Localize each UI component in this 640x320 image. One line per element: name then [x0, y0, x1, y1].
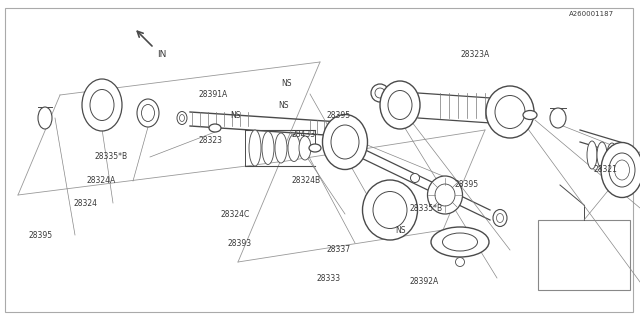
Ellipse shape: [309, 144, 321, 152]
Ellipse shape: [331, 125, 359, 159]
Ellipse shape: [428, 176, 463, 214]
Ellipse shape: [486, 86, 534, 138]
Ellipse shape: [456, 258, 465, 267]
Text: 28324B: 28324B: [291, 176, 321, 185]
Ellipse shape: [388, 91, 412, 119]
Text: 28324C: 28324C: [221, 210, 250, 219]
Ellipse shape: [431, 227, 489, 257]
Ellipse shape: [288, 134, 300, 162]
Text: 28337: 28337: [326, 245, 351, 254]
Ellipse shape: [495, 95, 525, 129]
Text: 28324: 28324: [74, 199, 98, 208]
Ellipse shape: [249, 130, 261, 166]
Text: 28392A: 28392A: [410, 277, 439, 286]
Text: 28335*B: 28335*B: [410, 204, 443, 212]
Text: 28324A: 28324A: [86, 176, 116, 185]
Ellipse shape: [177, 111, 187, 124]
Ellipse shape: [597, 142, 607, 168]
Ellipse shape: [435, 184, 455, 206]
Ellipse shape: [373, 191, 407, 228]
Ellipse shape: [209, 124, 221, 132]
Text: 28323A: 28323A: [461, 50, 490, 59]
Ellipse shape: [410, 173, 419, 182]
Ellipse shape: [609, 153, 635, 187]
Ellipse shape: [607, 143, 617, 167]
Ellipse shape: [614, 160, 630, 180]
Ellipse shape: [587, 141, 597, 169]
Ellipse shape: [493, 210, 507, 227]
Text: A260001187: A260001187: [569, 12, 614, 17]
Ellipse shape: [362, 180, 417, 240]
Text: 28393: 28393: [227, 239, 252, 248]
Ellipse shape: [523, 110, 537, 119]
Ellipse shape: [179, 115, 184, 122]
Ellipse shape: [497, 213, 504, 222]
Ellipse shape: [137, 99, 159, 127]
Ellipse shape: [375, 88, 385, 98]
Text: 28323: 28323: [198, 136, 223, 145]
Ellipse shape: [82, 79, 122, 131]
Ellipse shape: [38, 107, 52, 129]
Text: NS: NS: [282, 79, 292, 88]
Ellipse shape: [601, 142, 640, 197]
Text: 28335*B: 28335*B: [95, 152, 128, 161]
Text: 28395: 28395: [454, 180, 479, 188]
Ellipse shape: [371, 84, 389, 102]
Ellipse shape: [299, 136, 311, 160]
Ellipse shape: [262, 132, 274, 164]
Bar: [538, 220, 630, 290]
Text: IN: IN: [157, 50, 166, 59]
Text: 28395: 28395: [326, 111, 351, 120]
Text: 28433: 28433: [291, 130, 316, 139]
Text: 28321: 28321: [594, 165, 618, 174]
Ellipse shape: [90, 90, 114, 121]
Ellipse shape: [380, 81, 420, 129]
Ellipse shape: [550, 108, 566, 128]
Ellipse shape: [323, 115, 367, 170]
Text: NS: NS: [230, 111, 241, 120]
Text: NS: NS: [396, 226, 406, 235]
Ellipse shape: [141, 105, 154, 122]
Text: 28395: 28395: [29, 231, 53, 240]
Ellipse shape: [442, 233, 477, 251]
Ellipse shape: [275, 133, 287, 163]
Text: NS: NS: [278, 101, 289, 110]
Text: 28333: 28333: [317, 274, 341, 283]
Text: 28391A: 28391A: [198, 90, 228, 99]
